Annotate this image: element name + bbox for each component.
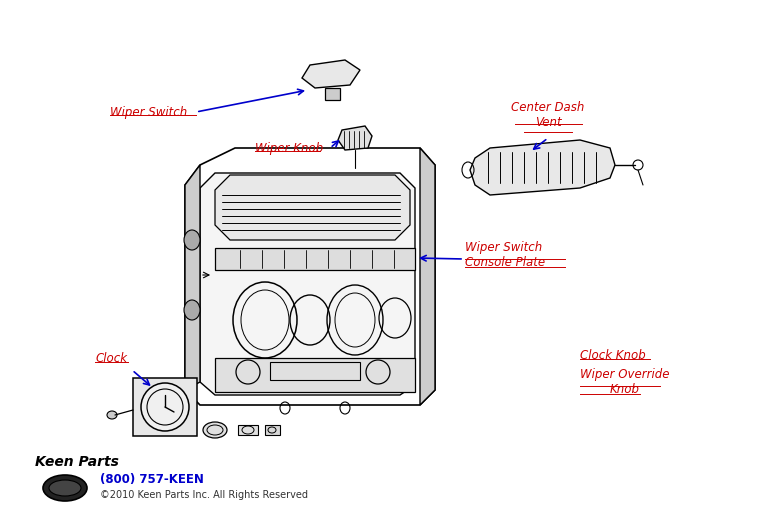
Text: Wiper Switch
Console Plate: Wiper Switch Console Plate — [465, 241, 545, 269]
Text: Wiper Override
Knob: Wiper Override Knob — [580, 368, 669, 396]
Polygon shape — [470, 140, 615, 195]
Bar — [133, 378, 197, 436]
Ellipse shape — [43, 475, 87, 501]
Ellipse shape — [49, 480, 81, 496]
Bar — [270, 362, 360, 380]
Ellipse shape — [184, 230, 200, 250]
Polygon shape — [420, 148, 435, 405]
Polygon shape — [215, 248, 415, 270]
Ellipse shape — [184, 300, 200, 320]
Polygon shape — [338, 126, 372, 150]
Ellipse shape — [203, 422, 227, 438]
Text: Keen Parts: Keen Parts — [35, 455, 119, 469]
Ellipse shape — [107, 411, 117, 419]
Text: Wiper Knob: Wiper Knob — [255, 141, 323, 154]
Polygon shape — [302, 60, 360, 88]
Bar — [265, 425, 280, 435]
Text: Wiper Switch: Wiper Switch — [110, 106, 187, 119]
Polygon shape — [200, 173, 415, 395]
Text: ©2010 Keen Parts Inc. All Rights Reserved: ©2010 Keen Parts Inc. All Rights Reserve… — [100, 490, 308, 500]
Ellipse shape — [141, 383, 189, 431]
Polygon shape — [215, 175, 410, 240]
Polygon shape — [325, 88, 340, 100]
Text: Clock: Clock — [95, 352, 127, 365]
Text: Clock Knob: Clock Knob — [580, 349, 646, 362]
Bar — [238, 425, 258, 435]
Polygon shape — [185, 165, 200, 390]
Text: (800) 757-KEEN: (800) 757-KEEN — [100, 473, 204, 486]
Polygon shape — [215, 358, 415, 392]
Text: Center Dash
Vent: Center Dash Vent — [511, 101, 584, 129]
